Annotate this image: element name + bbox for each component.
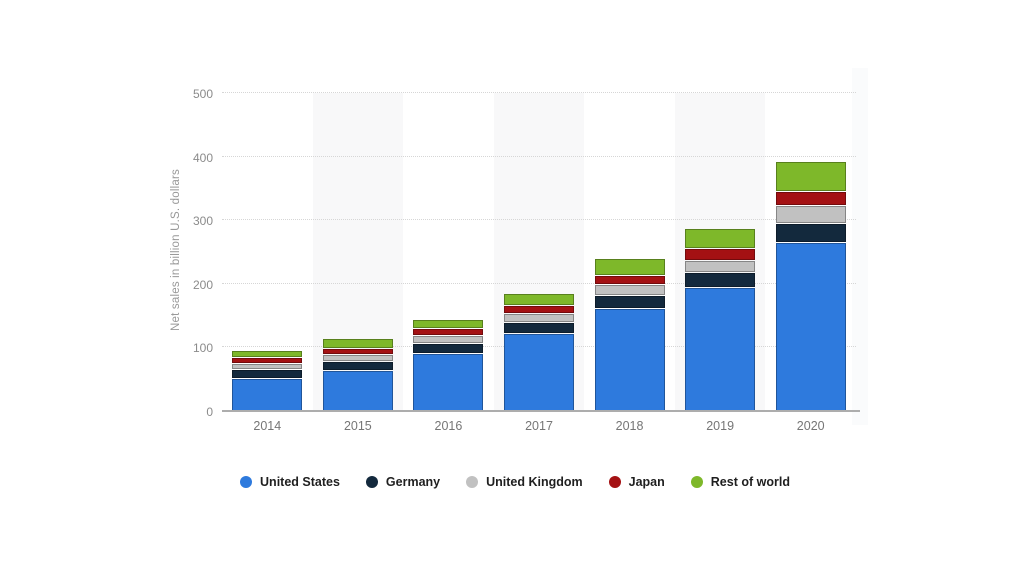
gridline	[222, 282, 856, 284]
bar-segment-2018-germany[interactable]	[594, 295, 665, 309]
legend-item-germany[interactable]: Germany	[365, 475, 441, 489]
legend-item-rest-of-world[interactable]: Rest of world	[690, 475, 790, 489]
y-tick-label: 300	[192, 214, 213, 229]
bar-segment-2014-germany[interactable]	[232, 370, 303, 378]
y-tick-label: 200	[192, 277, 213, 292]
stacked-bar-2017	[504, 293, 574, 411]
legend: United States Germany United Kingdom Japan R…	[160, 475, 870, 489]
legend-label: United Kingdom	[486, 475, 583, 489]
stacked-bar-2015	[322, 339, 393, 411]
bar-segment-2014-united-kingdom[interactable]	[232, 363, 303, 370]
gridline	[222, 219, 856, 221]
stacked-bar-2016	[413, 320, 484, 411]
gridline	[222, 92, 856, 93]
bar-segment-2016-germany[interactable]	[413, 343, 484, 353]
x-tick-label-2019: 2019	[706, 419, 735, 433]
legend-marker-circle-icon	[240, 476, 253, 488]
bar-segment-2015-germany[interactable]	[322, 362, 393, 370]
legend-label: United States	[260, 475, 340, 489]
bar-segment-2017-germany[interactable]	[504, 322, 574, 334]
bar-segment-2020-rest-of-world[interactable]	[775, 161, 846, 191]
y-tick-label: 500	[192, 87, 213, 101]
legend-item-japan[interactable]: Japan	[608, 475, 665, 489]
bar-segment-2016-united-states[interactable]	[413, 353, 484, 411]
bar-segment-2019-rest-of-world[interactable]	[685, 228, 756, 249]
bar-segment-2015-united-kingdom[interactable]	[322, 355, 393, 361]
bar-segment-2018-rest-of-world[interactable]	[594, 258, 665, 275]
bar-segment-2019-germany[interactable]	[685, 272, 756, 287]
gridline	[222, 155, 856, 157]
y-tick-label: 0	[206, 405, 213, 419]
bar-segment-2020-germany[interactable]	[775, 223, 846, 243]
legend-marker-circle-icon	[365, 476, 378, 488]
bar-segment-2014-united-states[interactable]	[232, 378, 303, 411]
x-tick-label-2016: 2016	[434, 419, 463, 433]
stacked-bar-2020	[775, 161, 846, 411]
bar-segment-2020-united-states[interactable]	[775, 243, 846, 411]
bar-segment-2018-japan[interactable]	[594, 275, 665, 285]
bar-segment-2020-united-kingdom[interactable]	[775, 205, 846, 223]
legend-item-united-kingdom[interactable]: United Kingdom	[466, 475, 583, 489]
bar-segment-2015-united-states[interactable]	[322, 370, 393, 411]
y-axis-title: Net sales in billion U.S. dollars	[170, 169, 182, 331]
bar-segment-2019-united-kingdom[interactable]	[685, 260, 756, 272]
bar-segment-2017-united-kingdom[interactable]	[504, 314, 574, 322]
legend-label: Japan	[628, 475, 665, 489]
legend-label: Germany	[385, 475, 441, 489]
bar-segment-2017-rest-of-world[interactable]	[504, 293, 574, 305]
legend-item-united-states[interactable]: United States	[240, 475, 340, 489]
bar-segment-2017-japan[interactable]	[504, 305, 574, 314]
bar-segment-2014-rest-of-world[interactable]	[232, 350, 303, 357]
bar-segment-2017-united-states[interactable]	[504, 334, 574, 411]
bar-segment-2019-japan[interactable]	[685, 249, 756, 260]
bar-segment-2015-japan[interactable]	[322, 349, 393, 355]
x-tick-label-2017: 2017	[525, 419, 553, 433]
bar-segment-2018-united-states[interactable]	[594, 309, 665, 411]
bar-segment-2016-japan[interactable]	[413, 328, 484, 336]
bar-segment-2020-japan[interactable]	[775, 191, 846, 205]
bar-segment-2019-united-states[interactable]	[685, 287, 756, 411]
x-tick-label-2020: 2020	[796, 419, 825, 433]
x-tick-label-2018: 2018	[615, 419, 644, 433]
plot-area	[222, 92, 856, 411]
stacked-bar-2019	[685, 228, 756, 411]
y-tick-label: 400	[192, 150, 213, 165]
bar-segment-2014-japan[interactable]	[232, 357, 303, 363]
plot-edge-band	[852, 68, 868, 425]
legend-marker-circle-icon	[608, 476, 621, 488]
bar-segment-2016-united-kingdom[interactable]	[413, 336, 484, 343]
x-tick-label-2015: 2015	[343, 419, 372, 433]
legend-label: Rest of world	[710, 475, 790, 489]
stacked-bar-2014	[232, 350, 303, 411]
bar-segment-2016-rest-of-world[interactable]	[413, 320, 484, 328]
x-tick-label-2014: 2014	[253, 419, 282, 433]
bar-segment-2015-rest-of-world[interactable]	[322, 339, 393, 349]
bar-segment-2018-united-kingdom[interactable]	[594, 285, 665, 295]
stacked-bar-2018	[594, 258, 665, 411]
x-axis-line	[222, 410, 860, 412]
legend-marker-circle-icon	[466, 476, 479, 488]
legend-marker-circle-icon	[690, 476, 703, 488]
y-tick-label: 100	[192, 341, 213, 356]
